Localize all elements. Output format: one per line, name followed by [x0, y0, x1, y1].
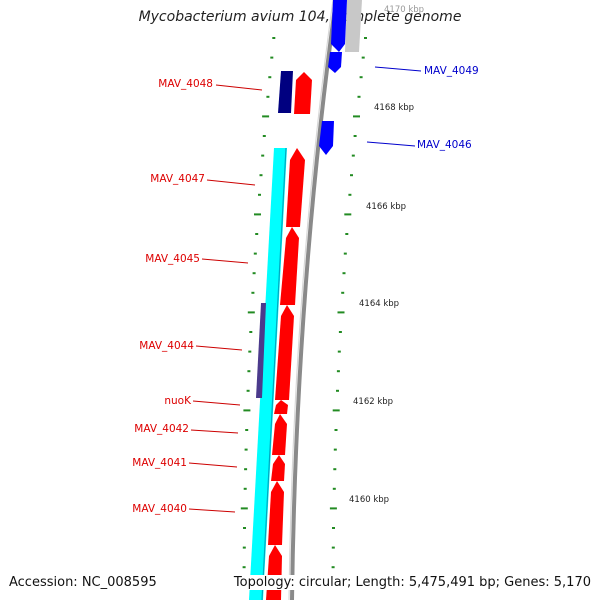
- gene-label: MAV_4042: [134, 423, 189, 435]
- ruler-label: 4160 kbp: [349, 495, 389, 505]
- gene-arrow-mav-4047: [286, 148, 305, 227]
- gene-arrow-mav-4041: [271, 455, 285, 481]
- gene-arrow-mav-4044: [275, 305, 294, 400]
- operon-band: [249, 148, 287, 600]
- backbone-inner: [288, 0, 334, 600]
- outer-ticks: [240, 37, 276, 588]
- gene-arrow-mav-4045: [280, 227, 299, 305]
- gene-label: MAV_4048: [158, 78, 213, 90]
- ruler-label: 4166 kbp: [366, 202, 406, 212]
- left-callouts: [188, 84, 263, 513]
- inner-ticks: [329, 37, 367, 588]
- ruler-label: 4164 kbp: [359, 299, 399, 309]
- gene-labels-right: MAV_4049 MAV_4046: [417, 65, 479, 151]
- ruler-label: 4162 kbp: [353, 397, 393, 407]
- gene-arrow-mav-4040: [268, 481, 284, 545]
- accession-label: Accession: NC_008595: [9, 575, 157, 590]
- gene-label: MAV_4047: [150, 173, 205, 185]
- gray-block: [345, 0, 362, 52]
- gene-label: MAV_4045: [145, 253, 200, 265]
- gene-arrow-mav-4048: [294, 72, 312, 114]
- purple-block: [256, 303, 266, 398]
- dark-block: [278, 71, 293, 113]
- gene-label: MAV_4041: [132, 457, 187, 469]
- gene-label: MAV_4040: [132, 503, 187, 515]
- operon-edge: [261, 147, 287, 600]
- right-callouts: [366, 66, 422, 147]
- genome-summary: Topology: circular; Length: 5,475,491 bp…: [230, 575, 591, 590]
- gene-arrow-mav-4049: [328, 52, 342, 73]
- ruler-label: 4168 kbp: [374, 103, 414, 113]
- ruler-label: 4170 kbp: [384, 5, 424, 15]
- ruler-labels: 4170 kbp 4168 kbp 4166 kbp 4164 kbp 4162…: [349, 5, 424, 505]
- gene-arrow-nuok: [274, 400, 288, 414]
- map-title: Mycobacterium avium 104, complete genome: [138, 9, 462, 25]
- gene-label: MAV_4049: [424, 65, 479, 77]
- backbone-outer: [290, 0, 338, 600]
- gene-arrow-next: [266, 545, 282, 600]
- gene-arrow-mav-4042: [272, 414, 287, 455]
- gene-arrow-mav-4050: [331, 0, 347, 52]
- gene-label: MAV_4044: [139, 340, 194, 352]
- gene-label: MAV_4046: [417, 139, 472, 151]
- gene-label: nuoK: [164, 395, 192, 407]
- gene-arrow-mav-4046: [319, 121, 334, 155]
- gene-labels-left: MAV_4048 MAV_4047 MAV_4045 MAV_4044 nuoK…: [132, 78, 213, 515]
